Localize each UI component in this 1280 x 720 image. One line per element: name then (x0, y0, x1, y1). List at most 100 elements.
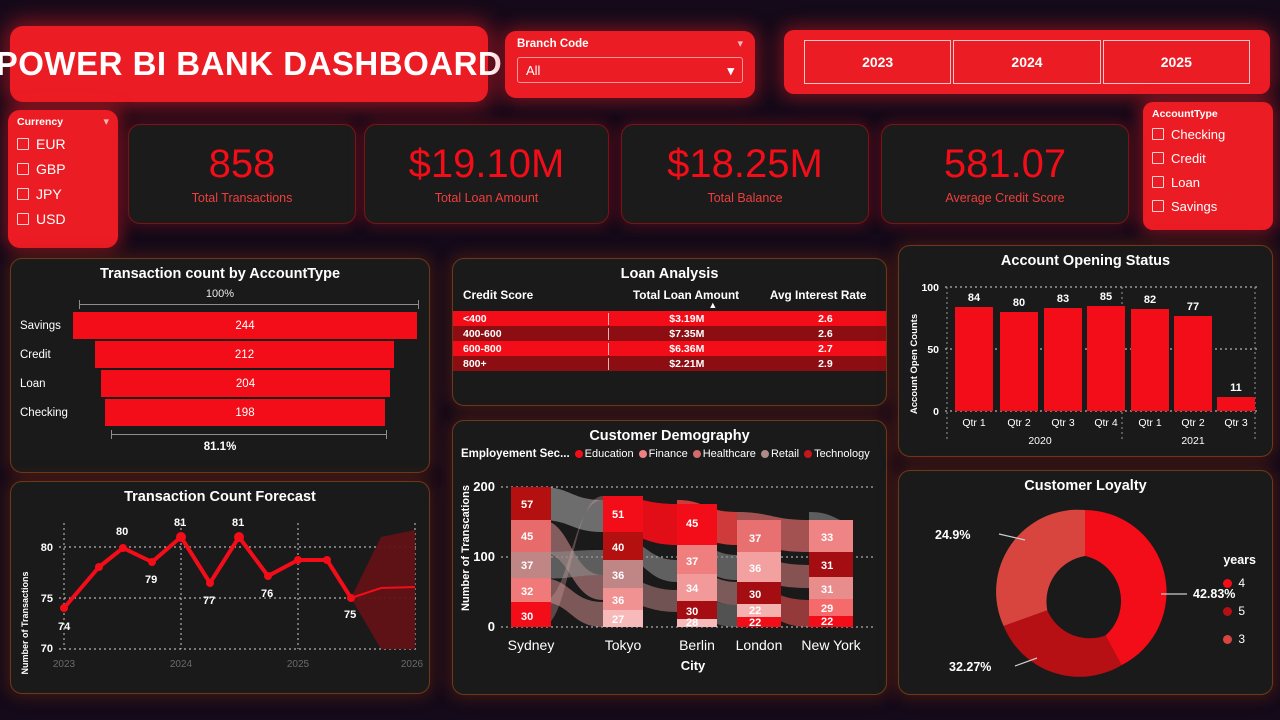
demography-node (511, 520, 551, 552)
legend-item-4[interactable]: 4 (1223, 576, 1256, 590)
demography-value: 34 (686, 583, 699, 595)
demography-node (511, 578, 551, 602)
demography-value: 32 (521, 586, 533, 598)
legend-item-education[interactable]: Education (574, 448, 634, 460)
funnel-bar: 204 (101, 370, 390, 397)
demography-value: 31 (821, 560, 833, 572)
table-row[interactable]: 600-800 $6.36M 2.7 (453, 341, 886, 356)
cell-total-loan-amount: $6.36M (669, 342, 705, 355)
legend-title: years (1223, 553, 1256, 567)
aos-ytick-0: 0 (933, 406, 939, 418)
funnel-row[interactable]: Loan 204 (11, 370, 429, 397)
chevron-down-icon[interactable]: ▾ (727, 62, 734, 78)
legend-swatch-icon (638, 450, 647, 458)
demography-value: 57 (521, 499, 533, 511)
demography-x-axis-label: City (681, 658, 706, 673)
demography-node (603, 560, 643, 588)
checkbox-icon[interactable] (1152, 176, 1164, 188)
currency-checkbox-usd[interactable]: USD (17, 206, 109, 231)
column-header-avg-interest-rate[interactable]: Avg Interest Rate (769, 288, 867, 302)
checkbox-icon[interactable] (17, 212, 29, 225)
legend-item-retail[interactable]: Retail (760, 448, 799, 460)
legend-label: 3 (1238, 632, 1245, 646)
sort-ascending-icon[interactable]: ▲ (708, 300, 718, 310)
year-button-2023[interactable]: 2023 (804, 40, 952, 84)
aos-value: 83 (1057, 293, 1069, 305)
demography-node (511, 487, 551, 520)
legend-label: Education (584, 448, 634, 460)
account-type-checkbox-savings[interactable]: Savings (1152, 194, 1264, 218)
legend-item-healthcare[interactable]: Healthcare (692, 448, 756, 460)
legend-item-3[interactable]: 3 (1223, 632, 1256, 646)
table-row[interactable]: <400 $3.19M 2.6 (453, 311, 886, 326)
legend-item-technology[interactable]: Technology (804, 448, 870, 460)
funnel-row[interactable]: Savings 244 (11, 312, 429, 339)
year-button-2025[interactable]: 2025 (1102, 40, 1250, 84)
column-header-total-loan-amount[interactable]: Total Loan Amount (632, 288, 740, 302)
demography-value: 30 (749, 589, 761, 601)
chart-transaction-count-by-accounttype[interactable]: Transaction count by AccountType 100% Sa… (10, 258, 430, 473)
demography-node (809, 520, 853, 552)
cell-avg-interest-rate: 2.6 (818, 312, 833, 325)
account-type-checkbox-checking[interactable]: Checking (1152, 122, 1264, 146)
aos-bar (955, 307, 993, 411)
aos-group-label: 2020 (1028, 435, 1052, 447)
funnel-bar: 198 (105, 399, 385, 426)
currency-checkbox-eur[interactable]: EUR (17, 131, 109, 156)
column-header-credit-score[interactable]: Credit Score (463, 288, 534, 302)
legend-title: Employement Sec... (461, 448, 570, 460)
cell-credit-score: 400-600 (453, 327, 609, 340)
legend-item-5[interactable]: 5 (1223, 604, 1256, 618)
table-row[interactable]: 400-600 $7.35M 2.6 (453, 326, 886, 341)
funnel-top-percent: 100% (205, 288, 235, 300)
checkbox-icon[interactable] (1152, 152, 1164, 164)
account-type-checkbox-loan[interactable]: Loan (1152, 170, 1264, 194)
demography-value: 22 (821, 616, 833, 628)
demography-node (511, 602, 551, 627)
year-button-2024[interactable]: 2024 (953, 40, 1101, 84)
checkbox-icon[interactable] (17, 162, 29, 175)
chart-transaction-count-forecast[interactable]: Transaction Count Forecast Number of Tra… (10, 481, 430, 694)
legend-item-finance[interactable]: Finance (638, 448, 688, 460)
funnel-row[interactable]: Credit 212 (11, 341, 429, 368)
aos-y-axis-label: Account Open Counts (909, 314, 920, 414)
table-row[interactable]: 800+ $2.21M 2.9 (453, 356, 886, 371)
chart-account-opening-status[interactable]: Account Opening Status Account Open Coun… (898, 245, 1273, 457)
branch-code-slicer[interactable]: Branch Code ▾ All ▾ (505, 31, 755, 98)
chevron-down-icon[interactable]: ▾ (737, 37, 743, 50)
demography-node (737, 552, 781, 582)
account-type-checkbox-credit[interactable]: Credit (1152, 146, 1264, 170)
funnel-bottom-rule (111, 430, 387, 439)
aos-value: 11 (1230, 382, 1242, 394)
demography-value: 36 (612, 595, 624, 607)
aos-bar (1087, 306, 1125, 411)
branch-code-header: Branch Code ▾ (517, 38, 743, 50)
legend-swatch-icon (574, 450, 583, 458)
currency-checkbox-jpy[interactable]: JPY (17, 181, 109, 206)
demography-value: 45 (521, 531, 533, 543)
legend-label: Technology (814, 448, 870, 460)
checkbox-icon[interactable] (17, 137, 29, 150)
currency-slicer-title: Currency (17, 116, 64, 128)
demography-value: 28 (686, 617, 698, 629)
checkbox-icon[interactable] (1152, 200, 1164, 212)
chevron-down-icon[interactable]: ▾ (103, 115, 109, 128)
forecast-point-label: 79 (145, 574, 157, 586)
branch-code-dropdown[interactable]: All ▾ (517, 57, 743, 83)
checkbox-icon[interactable] (17, 187, 29, 200)
currency-checkbox-gbp[interactable]: GBP (17, 156, 109, 181)
chart-customer-demography[interactable]: Customer Demography Employement Sec... E… (452, 420, 887, 695)
table-loan-analysis[interactable]: Loan Analysis Credit Score Total Loan Am… (452, 258, 887, 406)
chart-title: Transaction count by AccountType (99, 266, 341, 282)
table-title: Loan Analysis (620, 266, 719, 282)
funnel-category: Savings (20, 319, 61, 332)
chart-customer-loyalty[interactable]: Customer Loyalty 42.83% 32.27% 24.9% yea… (898, 470, 1273, 695)
branch-code-label: Branch Code (517, 38, 589, 50)
currency-label-usd: USD (36, 210, 66, 227)
funnel-row[interactable]: Checking 198 (11, 399, 429, 426)
checkbox-icon[interactable] (1152, 128, 1164, 140)
aos-xtick: Qtr 1 (1138, 417, 1161, 429)
kpi-label: Total Loan Amount (434, 191, 539, 205)
funnel-top-rule (79, 300, 421, 309)
